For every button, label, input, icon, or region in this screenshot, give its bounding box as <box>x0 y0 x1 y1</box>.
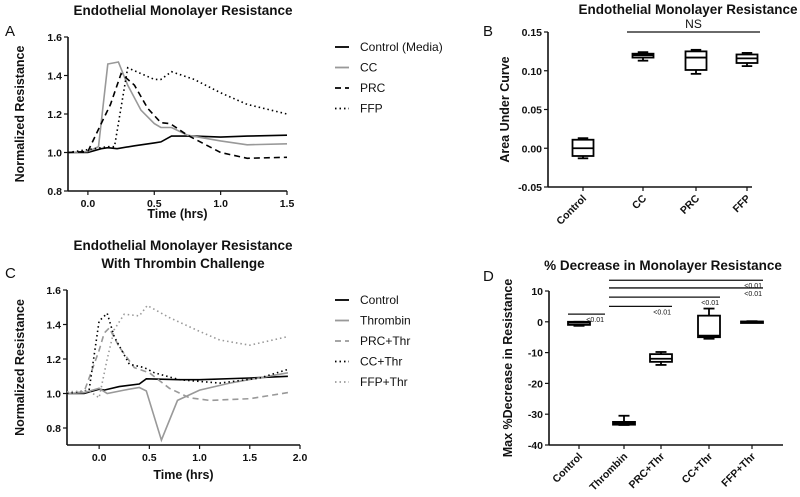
series-line-control-media- <box>68 134 288 154</box>
x-tick-label: 0.5 <box>147 198 162 210</box>
chart-d: % Decrease in Monolayer Resistance -40 -30… <box>501 258 783 493</box>
chart-a: Endothelial Monolayer Resistance 0.8 1.0 1.… <box>13 3 443 221</box>
box-control <box>567 320 591 327</box>
y-tick-label: 1.2 <box>46 354 61 366</box>
y-tick-label: -40 <box>528 440 543 452</box>
y-tick-label: -0.05 <box>518 182 542 194</box>
y-tick-label: 1.4 <box>47 71 62 83</box>
box-ffp <box>735 52 759 67</box>
legend-label: CC+Thr <box>360 355 402 369</box>
y-tick-label: -30 <box>528 409 543 421</box>
y-tick-label: 0.00 <box>522 143 543 155</box>
y-tick-label: -10 <box>528 348 543 360</box>
legend-label: Control <box>360 293 399 307</box>
chart-title: Endothelial Monolayer Resistance <box>73 3 293 18</box>
x-tick-label: CC <box>630 192 650 212</box>
y-tick-label: 1.6 <box>46 285 61 297</box>
x-tick-label: PRC+Thr <box>627 451 667 491</box>
panel-label-c: C <box>5 265 16 282</box>
chart-b: Endothelial Monolayer Resistance -0.05 0.0… <box>498 2 798 228</box>
x-tick-label: 0.0 <box>81 198 96 210</box>
y-tick-label: 0.8 <box>46 423 61 435</box>
x-tick-label: CC+Thr <box>680 451 716 487</box>
series-line-prc-thr <box>66 326 289 402</box>
box-iqr <box>684 50 708 71</box>
legend-label: Control (Media) <box>360 40 443 54</box>
legend-label: FFP <box>360 102 383 116</box>
legend-label: CC <box>360 61 378 75</box>
x-tick-label: 1.5 <box>280 198 295 210</box>
series-line-prc <box>67 72 288 160</box>
x-axis-label: Time (hrs) <box>153 468 213 482</box>
series-line-thrombin <box>66 372 289 443</box>
significance-label: <0.01 <box>744 291 762 298</box>
legend-label: PRC+Thr <box>360 334 410 348</box>
legend-label: Thrombin <box>360 314 411 328</box>
series-line-cc <box>67 61 288 154</box>
box-cc <box>631 51 655 62</box>
x-tick-label: 1.0 <box>192 452 207 464</box>
box-control <box>571 137 595 160</box>
series-line-ffp <box>67 66 288 154</box>
x-tick-label: 2.0 <box>293 452 308 464</box>
x-tick-label: FFP <box>731 193 754 216</box>
y-tick-label: 0.10 <box>522 66 543 78</box>
significance-label: <0.01 <box>701 300 719 307</box>
y-tick-label: 0.8 <box>47 186 62 198</box>
y-tick-label: 10 <box>531 286 543 298</box>
chart-title: % Decrease in Monolayer Resistance <box>544 258 782 273</box>
significance-label: <0.01 <box>586 317 604 324</box>
box-prc <box>684 48 708 75</box>
significance-label: <0.01 <box>744 283 762 290</box>
series-line-control <box>67 375 288 395</box>
box-iqr <box>697 314 721 339</box>
y-axis-label: Max %Decrease in Resistance <box>501 279 515 458</box>
y-tick-label: 1.0 <box>47 148 62 160</box>
x-tick-label: PRC <box>678 192 702 216</box>
panel-label-d: D <box>483 268 494 285</box>
y-tick-label: 1.6 <box>47 32 62 44</box>
x-axis-label: Time (hrs) <box>147 207 207 221</box>
box-ffp-thr <box>740 320 764 324</box>
y-axis-label: Normalized Resistance <box>13 299 27 436</box>
box-thrombin <box>612 414 636 426</box>
x-tick-label: Control <box>554 193 589 228</box>
x-tick-label: 1.5 <box>242 452 257 464</box>
chart-c: Endothelial Monolayer Resistance With Thr… <box>13 238 411 482</box>
x-tick-label: 0.5 <box>142 452 157 464</box>
chart-subtitle: With Thrombin Challenge <box>101 256 265 271</box>
y-tick-label: 0 <box>537 317 543 329</box>
y-tick-label: 0.15 <box>522 27 543 39</box>
series-line-cc-thr <box>66 311 289 395</box>
legend-label: FFP+Thr <box>360 375 408 389</box>
panel-label-a: A <box>5 23 15 40</box>
y-tick-label: 1.0 <box>46 389 61 401</box>
y-axis-label: Area Under Curve <box>498 56 512 162</box>
x-tick-label: 1.0 <box>213 198 228 210</box>
box-cc-thr <box>697 307 721 340</box>
x-tick-label: FFP+Thr <box>719 451 758 490</box>
panel-label-b: B <box>483 23 493 40</box>
significance-label: <0.01 <box>653 309 671 316</box>
x-tick-label: Control <box>550 451 585 486</box>
x-tick-label: 0.0 <box>92 452 107 464</box>
legend-label: PRC <box>360 81 386 95</box>
y-tick-label: 1.4 <box>46 320 61 332</box>
y-tick-label: -20 <box>528 378 543 390</box>
box-prc-thr <box>649 351 673 366</box>
x-tick-label: Thrombin <box>587 451 630 494</box>
y-tick-label: 0.05 <box>522 105 543 117</box>
y-axis-label: Normalized Resistance <box>13 46 27 183</box>
chart-title: Endothelial Monolayer Resistance <box>578 2 798 17</box>
chart-title: Endothelial Monolayer Resistance <box>73 238 293 253</box>
significance-label: NS <box>685 17 702 31</box>
y-tick-label: 1.2 <box>47 109 62 121</box>
series-line-ffp-thr <box>66 304 289 400</box>
